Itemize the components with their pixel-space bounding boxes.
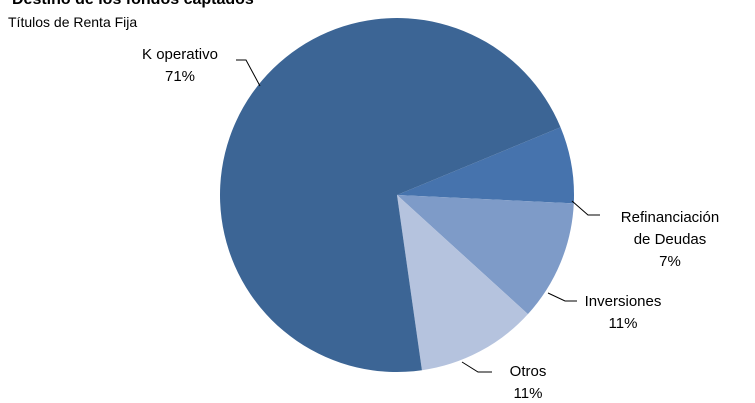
slice-label-0: K operativo [142,46,218,63]
chart-title: Destino de los fondos captados [12,0,254,8]
pie-slice-0 [219,17,561,372]
pie-slice-2 [397,195,574,315]
slice-pct-label-2: 11% [609,315,638,332]
slice-label-3: Otros [510,363,547,380]
slice-label-1: Refinanciación [621,209,719,226]
slice-pct-label-1: 7% [659,253,681,270]
slice-label-2: Inversiones [585,293,662,310]
leader-lines [236,59,600,373]
slice-pct-label-3: 11% [514,385,543,402]
leader-line-3 [461,361,492,373]
chart-subtitle: Títulos de Renta Fija [8,14,137,30]
pie-slice-1 [397,127,574,204]
slice-label-1: de Deudas [634,231,707,248]
slice-labels: K operativo 71% Refinanciación de Deudas 7% I… [142,46,719,402]
leader-line-2 [547,292,577,302]
pie-slices [219,17,574,372]
leader-line-1 [571,200,600,216]
leader-line-0 [236,59,261,87]
slice-pct-label-0: 71% [165,68,195,85]
pie-slice-3 [397,195,528,371]
